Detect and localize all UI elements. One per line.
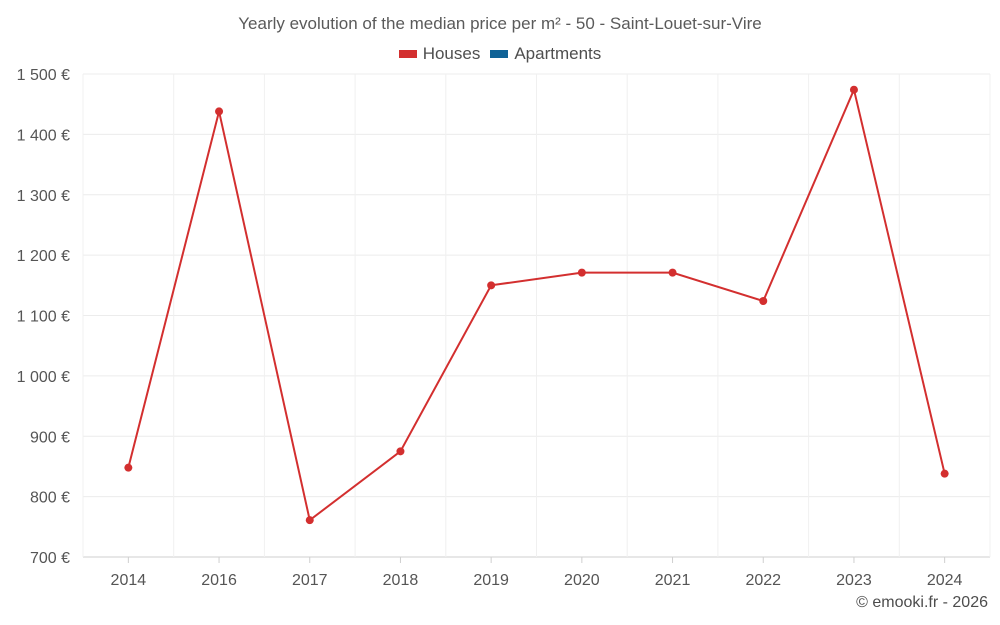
- x-tick-label: 2022: [745, 572, 781, 589]
- legend-swatch-houses: [398, 50, 417, 58]
- series-line-houses: [127, 86, 946, 522]
- chart-title: Yearly evolution of the median price per…: [238, 14, 762, 33]
- y-tick-label: 1 000 €: [17, 369, 70, 386]
- x-tick-label: 2014: [111, 572, 147, 589]
- data-point-houses-2018: [396, 447, 405, 456]
- data-point-houses-2017: [305, 516, 314, 525]
- y-tick-label: 700 €: [30, 550, 70, 567]
- chart-legend: Houses Apartments: [0, 44, 1000, 64]
- legend-item-apartments[interactable]: Apartments: [490, 44, 601, 64]
- data-point-houses-2019: [487, 281, 496, 290]
- data-point-houses-2020: [577, 268, 586, 277]
- data-point-houses-2021: [668, 268, 677, 277]
- data-point-houses-2024: [940, 469, 949, 478]
- x-tick-label: 2021: [655, 572, 691, 589]
- x-tick-label: 2019: [473, 572, 509, 589]
- legend-swatch-apartments: [490, 50, 509, 58]
- legend-label-apartments: Apartments: [514, 44, 602, 63]
- data-point-houses-2022: [759, 297, 768, 306]
- x-tick-label: 2016: [201, 572, 237, 589]
- y-tick-label: 800 €: [30, 490, 70, 507]
- x-tick-label: 2018: [383, 572, 419, 589]
- y-tick-label: 1 400 €: [17, 127, 70, 144]
- data-point-houses-2016: [215, 107, 224, 116]
- legend-item-houses[interactable]: Houses: [398, 44, 481, 64]
- y-tick-label: 1 500 €: [17, 67, 70, 84]
- y-tick-label: 900 €: [30, 429, 70, 446]
- data-point-houses-2014: [124, 463, 133, 472]
- y-tick-label: 1 100 €: [17, 309, 70, 326]
- y-tick-label: 1 300 €: [17, 188, 70, 205]
- x-tick-label: 2024: [927, 572, 963, 589]
- y-tick-label: 1 200 €: [17, 248, 70, 265]
- x-tick-label: 2017: [292, 572, 328, 589]
- x-tick-label: 2020: [564, 572, 600, 589]
- x-tick-label: 2023: [836, 572, 872, 589]
- legend-label-houses: Houses: [422, 44, 481, 63]
- data-point-houses-2023: [849, 85, 858, 94]
- credit-text: © emooki.fr - 2026: [856, 594, 988, 611]
